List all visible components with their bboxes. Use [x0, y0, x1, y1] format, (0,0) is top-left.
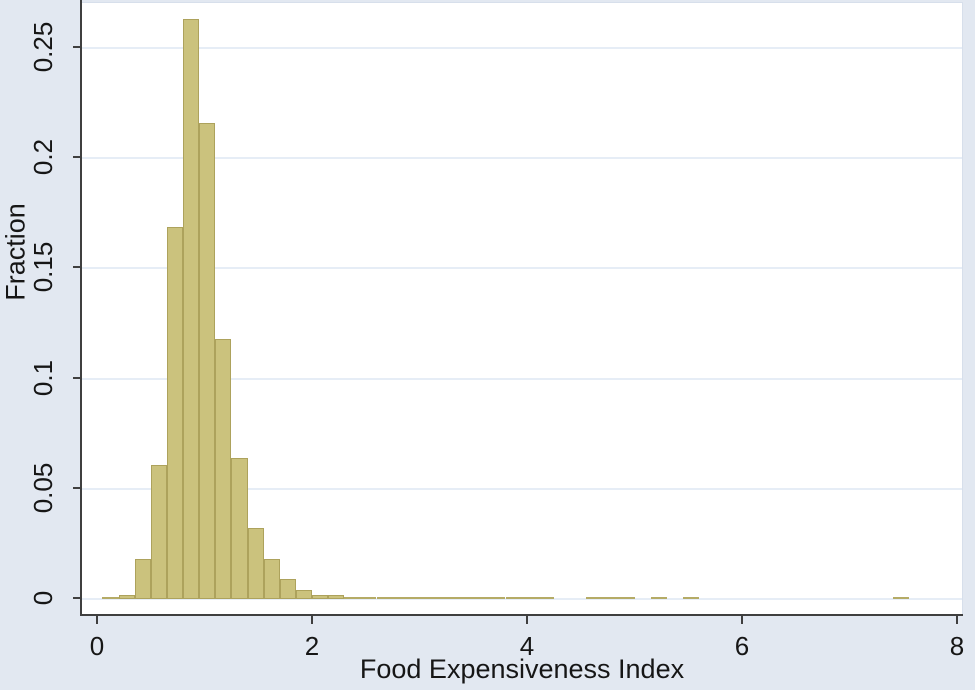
y-tick	[73, 266, 81, 268]
x-axis-title: Food Expensiveness Index	[359, 654, 685, 684]
x-tick	[956, 616, 958, 624]
histogram-bar	[424, 596, 441, 599]
histogram-bar	[263, 559, 280, 599]
x-tick-label: 0	[89, 631, 105, 661]
histogram-bar	[150, 464, 167, 599]
histogram-bar	[183, 19, 200, 599]
histogram-bar	[118, 594, 135, 599]
histogram-bar	[892, 597, 909, 599]
x-tick	[311, 616, 313, 624]
gridline	[82, 598, 962, 600]
histogram-bar	[328, 595, 345, 599]
histogram-bar	[650, 597, 667, 599]
histogram-bar	[215, 338, 232, 599]
y-axis-line	[80, 0, 82, 616]
y-tick-label: 0	[28, 590, 58, 606]
histogram-bar	[392, 596, 409, 599]
histogram-bar	[586, 597, 603, 599]
y-tick-label: 0.15	[28, 241, 58, 293]
y-tick	[73, 156, 81, 158]
y-tick	[73, 597, 81, 599]
histogram-bar	[505, 597, 522, 599]
x-tick-label: 2	[304, 631, 320, 661]
y-axis-title: Fraction	[0, 203, 31, 301]
y-tick	[73, 377, 81, 379]
x-tick-label: 6	[734, 631, 750, 661]
histogram-bar	[247, 528, 264, 599]
x-tick-label: 8	[949, 631, 965, 661]
histogram-bar	[682, 597, 699, 599]
histogram-bar	[360, 597, 377, 599]
histogram-bar	[602, 597, 619, 599]
y-tick-label: 0.2	[28, 138, 58, 176]
histogram-bar	[231, 457, 248, 599]
x-tick-label: 4	[519, 631, 535, 661]
gridline	[82, 487, 962, 490]
y-tick-label: 0.25	[28, 21, 58, 73]
x-axis-line	[80, 614, 963, 616]
gridline	[82, 157, 962, 160]
histogram-bar	[134, 559, 151, 599]
y-tick	[73, 46, 81, 48]
histogram-bar	[102, 596, 119, 599]
histogram-bar	[279, 579, 296, 599]
histogram-bar	[376, 597, 393, 599]
gridline	[82, 267, 962, 270]
x-tick	[741, 616, 743, 624]
y-tick	[73, 487, 81, 489]
histogram-bar	[537, 597, 554, 599]
x-tick	[96, 616, 98, 624]
gridline	[82, 47, 962, 49]
histogram-bar	[489, 597, 506, 599]
histogram-bar	[166, 226, 183, 599]
histogram-bar	[457, 597, 474, 599]
histogram-bar	[618, 597, 635, 599]
gridline	[82, 377, 962, 380]
histogram-bar	[441, 597, 458, 599]
histogram-bar	[408, 596, 425, 599]
x-tick	[526, 616, 528, 624]
histogram-bar	[295, 590, 312, 599]
plot-area	[82, 2, 963, 616]
y-tick-label: 0.1	[28, 359, 58, 397]
histogram-bar	[344, 596, 361, 599]
histogram-bar	[521, 597, 538, 599]
histogram-bar	[312, 595, 329, 599]
histogram-bar	[473, 597, 490, 599]
y-tick-label: 0.05	[28, 462, 58, 514]
histogram-bar	[199, 122, 216, 599]
